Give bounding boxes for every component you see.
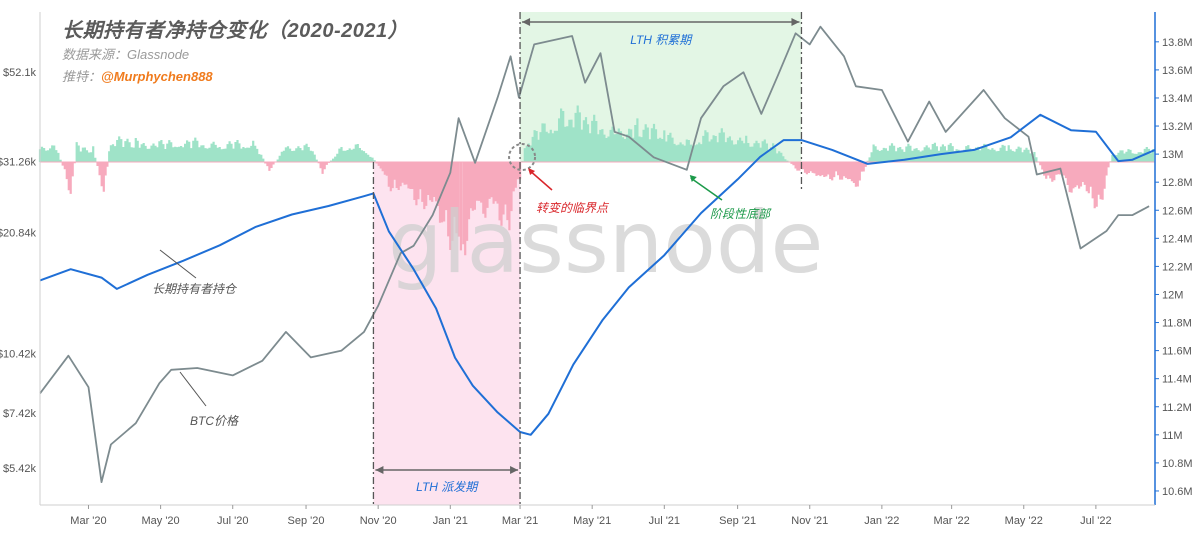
- x-tick-label: May '22: [1005, 515, 1043, 527]
- critical-point-arrowhead: [528, 168, 536, 175]
- right-tick-label: 13.6M: [1162, 65, 1193, 77]
- distribution-label: LTH 派发期: [416, 480, 479, 494]
- price-series-label: BTC价格: [190, 414, 239, 428]
- critical-point-circle: [508, 143, 537, 171]
- author-prefix: 推特：: [62, 69, 102, 84]
- watermark: glassnode: [388, 193, 823, 293]
- x-tick-label: Jan '21: [433, 515, 468, 527]
- right-tick-label: 10.6M: [1162, 486, 1193, 498]
- distribution-arrow-right: [510, 466, 519, 474]
- right-tick-label: 11.6M: [1162, 346, 1192, 358]
- x-tick-label: Mar '22: [933, 515, 969, 527]
- price-label-pointer: [179, 371, 207, 407]
- x-tick-label: May '20: [142, 515, 180, 527]
- critical-point-label: 转变的临界点: [536, 201, 610, 215]
- phase-bottom-label: 阶段性底部: [710, 207, 772, 221]
- right-tick-label: 13.8M: [1162, 37, 1193, 49]
- right-tick-label: 12M: [1162, 289, 1183, 301]
- right-tick-label: 11.4M: [1162, 374, 1192, 386]
- right-tick-label: 13M: [1162, 149, 1183, 161]
- x-tick-label: Jul '22: [1080, 515, 1111, 527]
- author: 推特：@Murphychen888: [62, 66, 213, 85]
- accumulation-label: LTH 积累期: [630, 33, 693, 47]
- x-tick-label: Mar '21: [502, 515, 538, 527]
- chart-title: 长期持有者净持仓变化（2020-2021）: [62, 20, 409, 42]
- left-tick-label: $7.42k: [3, 408, 37, 420]
- holdings-series-label: 长期持有者持仓: [152, 282, 238, 296]
- left-tick-label: $31.26k: [0, 156, 36, 168]
- right-tick-label: 12.2M: [1162, 261, 1193, 273]
- left-tick-label: $5.42k: [3, 463, 37, 475]
- accumulation-arrow-left: [522, 18, 531, 26]
- phase-bottom-arrowhead: [689, 175, 697, 182]
- right-tick-label: 11M: [1162, 430, 1183, 442]
- phase-bottom-pointer: [690, 177, 723, 201]
- right-tick-label: 10.8M: [1162, 458, 1193, 470]
- right-tick-label: 13.2M: [1162, 121, 1193, 133]
- x-tick-label: Jul '21: [649, 515, 680, 527]
- x-tick-label: Jan '22: [864, 515, 899, 527]
- accumulation-arrow-right: [791, 18, 800, 26]
- x-tick-label: Sep '21: [719, 515, 756, 527]
- distribution-arrow-left: [375, 466, 384, 474]
- x-tick-label: Nov '20: [360, 515, 397, 527]
- lth-holdings-line: [39, 113, 1156, 436]
- holdings-label-pointer: [159, 249, 197, 279]
- x-tick-label: Sep '20: [288, 515, 325, 527]
- data-source: 数据来源：Glassnode: [62, 47, 190, 62]
- right-tick-label: 12.8M: [1162, 177, 1193, 189]
- right-tick-label: 13.4M: [1162, 93, 1193, 105]
- x-tick-label: Mar '20: [70, 515, 106, 527]
- x-tick-label: Jul '20: [217, 515, 248, 527]
- left-tick-label: $10.42k: [0, 349, 36, 361]
- right-tick-label: 11.8M: [1162, 318, 1192, 330]
- right-tick-label: 12.4M: [1162, 233, 1193, 245]
- author-handle: @Murphychen888: [101, 69, 213, 84]
- right-tick-label: 12.6M: [1162, 205, 1193, 217]
- right-tick-label: 11.2M: [1162, 402, 1192, 414]
- x-tick-label: May '21: [573, 515, 611, 527]
- left-tick-label: $52.1k: [3, 67, 37, 79]
- x-tick-label: Nov '21: [791, 515, 828, 527]
- btc-price-line: [39, 25, 1150, 483]
- left-tick-label: $20.84k: [0, 227, 36, 239]
- critical-point-pointer: [528, 169, 553, 191]
